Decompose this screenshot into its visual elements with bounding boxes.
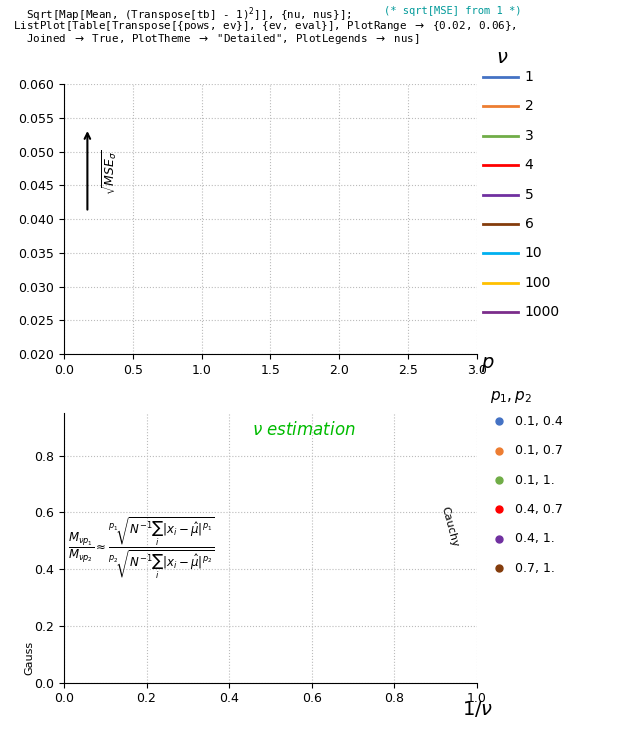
Text: 3: 3 xyxy=(525,128,534,143)
Text: 0.4, 1.: 0.4, 1. xyxy=(515,532,555,545)
Text: $\nu$: $\nu$ xyxy=(496,48,508,67)
Text: $\dfrac{M_{\nu p_1}}{M_{\nu p_2}} \approx \dfrac{^{p_1}\!\sqrt{N^{-1}\sum_i |x_i: $\dfrac{M_{\nu p_1}}{M_{\nu p_2}} \appro… xyxy=(68,515,215,581)
Text: 6: 6 xyxy=(525,217,534,231)
Text: 0.1, 0.7: 0.1, 0.7 xyxy=(515,444,563,457)
Text: Joined $\to$ True, PlotTheme $\to$ "Detailed", PlotLegends $\to$ nus]: Joined $\to$ True, PlotTheme $\to$ "Deta… xyxy=(13,32,419,46)
Text: Gauss: Gauss xyxy=(24,640,34,675)
Text: 2: 2 xyxy=(525,99,534,114)
Text: $1/\nu$: $1/\nu$ xyxy=(462,699,493,719)
Text: $p$: $p$ xyxy=(481,355,495,374)
Text: ListPlot[Table[Transpose[{pows, ev}], {ev, eval}], PlotRange $\to$ {0.02, 0.06},: ListPlot[Table[Transpose[{pows, ev}], {e… xyxy=(13,19,516,33)
Text: (* sqrt[MSE] from 1 *): (* sqrt[MSE] from 1 *) xyxy=(384,6,522,16)
Text: 100: 100 xyxy=(525,275,551,290)
Text: $\nu$ estimation: $\nu$ estimation xyxy=(252,421,355,439)
Text: $p_1, p_2$: $p_1, p_2$ xyxy=(490,389,532,405)
Text: Sqrt[Map[Mean, (Transpose[tb] - 1)$^2$]], {nu, nus}];: Sqrt[Map[Mean, (Transpose[tb] - 1)$^2$]]… xyxy=(13,6,351,24)
Text: 0.4, 0.7: 0.4, 0.7 xyxy=(515,503,563,516)
Text: 5: 5 xyxy=(525,187,534,202)
Text: $\sqrt{MSE_\sigma}$: $\sqrt{MSE_\sigma}$ xyxy=(101,149,120,195)
Text: 4: 4 xyxy=(525,158,534,172)
Text: 0.1, 0.4: 0.1, 0.4 xyxy=(515,415,563,428)
Text: 0.7, 1.: 0.7, 1. xyxy=(515,562,555,575)
Text: 0.1, 1.: 0.1, 1. xyxy=(515,473,555,487)
Text: Cauchy: Cauchy xyxy=(440,505,460,548)
Text: 1: 1 xyxy=(525,70,534,84)
Text: 10: 10 xyxy=(525,246,543,261)
Text: 1000: 1000 xyxy=(525,305,560,319)
